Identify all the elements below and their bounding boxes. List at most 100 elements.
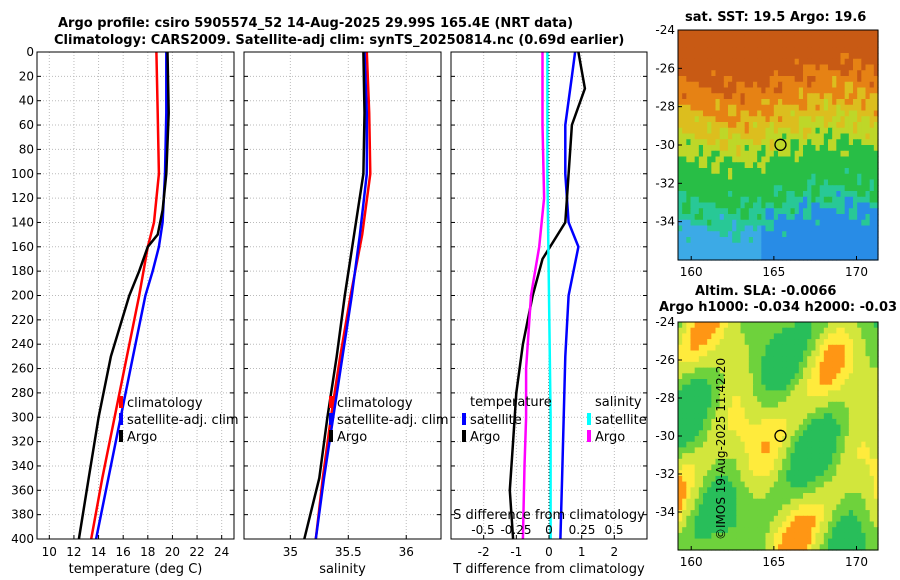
map-cell (836, 464, 842, 471)
sla-map-title-1: Altim. SLA: -0.0066 (695, 284, 837, 299)
map-cell (836, 122, 842, 129)
map-cell (832, 361, 837, 369)
map-cell (694, 162, 700, 169)
map-cell (869, 35, 875, 43)
map-cell (873, 430, 879, 437)
map-cell (811, 53, 817, 60)
map-cell (803, 367, 808, 374)
map-cell (707, 361, 712, 369)
map-cell (832, 436, 837, 443)
map-cell (694, 367, 700, 374)
map-cell (828, 441, 833, 448)
map-cell (769, 127, 775, 135)
map-cell (736, 179, 742, 186)
map-cell (861, 219, 867, 227)
map-cell (732, 133, 737, 140)
map-cell (719, 122, 725, 129)
map-cell (769, 214, 775, 221)
map-cell (753, 532, 758, 540)
map-cell (844, 481, 850, 488)
map-cell (719, 191, 725, 198)
map-cell (678, 327, 683, 334)
map-cell (740, 470, 746, 477)
map-cell (807, 333, 812, 340)
map-cell (761, 396, 767, 403)
map-cell (873, 356, 879, 363)
timestamp-stamp: ©IMOS 19-Aug-2025 11:42:20 (713, 357, 728, 540)
map-cell (715, 441, 721, 448)
map-cell (715, 339, 721, 346)
map-cell (686, 156, 692, 163)
map-cell (707, 219, 712, 227)
map-cell (723, 527, 729, 534)
map-cell (736, 339, 742, 346)
map-cell (853, 145, 858, 152)
map-cell (836, 185, 842, 192)
map-cell (723, 407, 729, 414)
map-cell (853, 344, 858, 352)
map-cell (828, 344, 833, 352)
map-cell (703, 413, 708, 420)
map-cell (861, 150, 867, 158)
map-cell (828, 413, 833, 420)
map-cell (794, 339, 800, 346)
map-cell (823, 367, 829, 374)
map-cell (773, 356, 779, 363)
map-cell (848, 527, 854, 534)
map-cell (753, 225, 758, 232)
map-cell (723, 70, 729, 77)
map-cell (711, 344, 717, 352)
map-cell (844, 344, 850, 352)
map-cell (678, 231, 683, 238)
map-cell (778, 81, 783, 89)
map-cell (873, 81, 879, 89)
map-cell (773, 339, 779, 346)
map-cell (823, 30, 829, 37)
map-cell (736, 527, 742, 534)
map-cell (807, 475, 812, 483)
map-cell (719, 436, 725, 443)
map-cell (794, 470, 800, 477)
map-cell (861, 344, 867, 352)
map-cell (869, 179, 875, 186)
map-cell (811, 87, 817, 94)
map-cell (715, 162, 721, 169)
map-cell (694, 214, 700, 221)
map-cell (865, 64, 871, 71)
map-cell (757, 47, 762, 54)
map-cell (707, 510, 712, 517)
map-cell (857, 237, 862, 244)
map-x-tick-label: 165 (762, 555, 785, 569)
map-cell (723, 191, 729, 198)
map-cell (769, 401, 775, 409)
map-cell (728, 35, 733, 43)
legend-label: Argo (127, 430, 157, 445)
map-cell (853, 464, 858, 471)
map-cell (732, 139, 737, 146)
map-cell (723, 133, 729, 140)
map-cell (694, 127, 700, 135)
map-cell (853, 350, 858, 357)
map-cell (740, 47, 746, 54)
map-cell (798, 504, 804, 511)
y-tick-label: 20 (19, 69, 34, 83)
map-cell (798, 70, 804, 77)
map-cell (690, 254, 696, 261)
map-cell (865, 70, 871, 77)
map-cell (811, 407, 817, 414)
map-cell (723, 458, 729, 466)
map-cell (803, 30, 808, 37)
map-cell (778, 481, 783, 488)
map-cell (686, 47, 692, 54)
map-cell (778, 373, 783, 380)
map-cell (753, 470, 758, 477)
map-cell (736, 413, 742, 420)
map-cell (869, 361, 875, 369)
map-cell (682, 356, 687, 363)
map-cell (853, 441, 858, 448)
map-cell (811, 544, 817, 551)
map-cell (698, 515, 704, 523)
map-cell (828, 424, 833, 431)
map-cell (732, 458, 737, 466)
map-cell (844, 81, 850, 89)
